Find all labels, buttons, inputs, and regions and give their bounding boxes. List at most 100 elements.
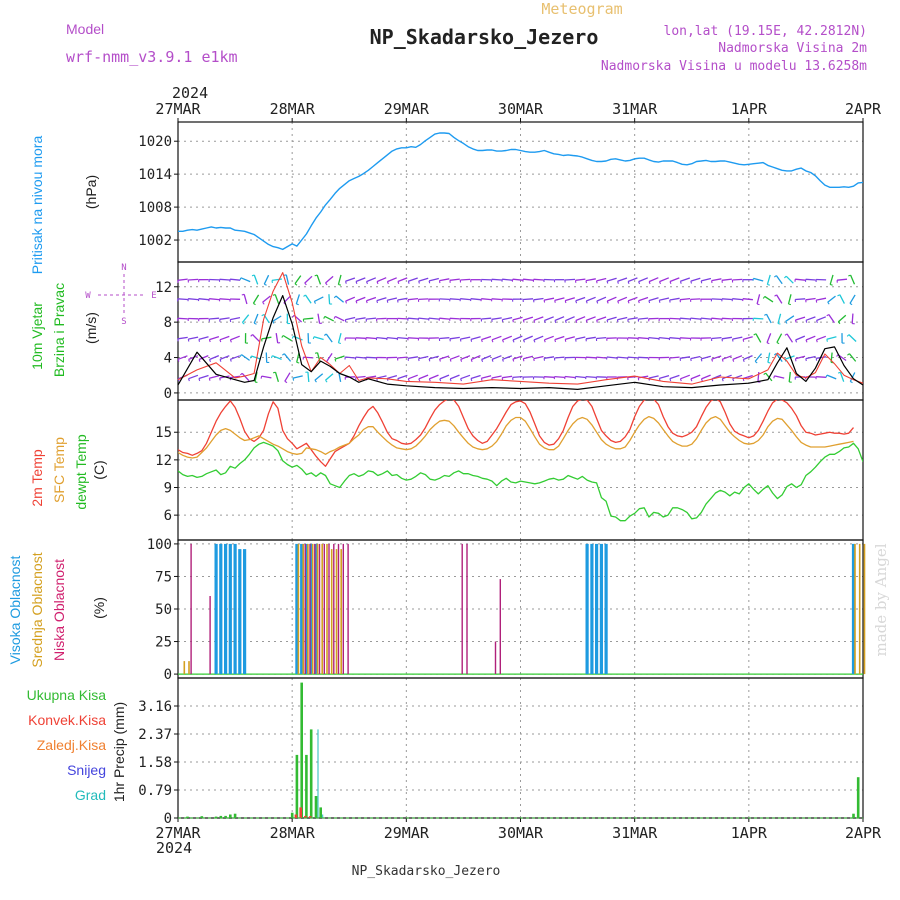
wind-barb-flag (376, 300, 379, 304)
wind-barb-flag (585, 320, 588, 323)
wind-barb-flag (766, 342, 770, 345)
wind-barb (428, 277, 439, 282)
wind-barb (721, 278, 732, 281)
mid-cloud-bar (297, 543, 300, 675)
wind-barb-flag (637, 300, 640, 304)
wind-barb (397, 277, 408, 283)
wind-barb (669, 337, 680, 340)
time-label-top: 28MAR (270, 100, 316, 118)
footer-title: NP_Skadarsko_Jezero (352, 864, 501, 879)
precip-legend-conv: Konvek.Kisa (28, 712, 106, 728)
wind-barb-flag (312, 336, 315, 340)
wind-barb-flag (470, 359, 473, 363)
wind-barb (544, 376, 555, 378)
wind-barb (742, 298, 753, 301)
wind-barb-flag (460, 359, 463, 362)
wind-barb (418, 317, 429, 320)
wind-barb (449, 317, 460, 320)
hail-bar (317, 729, 319, 818)
wind-barb (606, 277, 617, 282)
wind-barb-flag (418, 358, 420, 362)
wind-barb-flag (756, 303, 760, 306)
wind-barb-flag (418, 378, 421, 382)
ytick-label: 0.79 (138, 783, 172, 799)
wind-barb (742, 336, 753, 341)
wind-barb-flag (575, 320, 578, 324)
wind-barb-flag (187, 378, 190, 382)
wind-barb (209, 317, 220, 320)
wind-barb-flag (470, 339, 473, 342)
wind-barb (418, 374, 429, 380)
wind-barb-flag (296, 303, 299, 306)
wind-barb (786, 333, 794, 343)
wind-barb (252, 294, 260, 304)
wind-barb-flag (543, 339, 546, 343)
wind-barb-flag (754, 360, 758, 364)
wind-barb (177, 298, 188, 301)
year-label-bottom: 2024 (156, 839, 192, 857)
wind-barb (767, 352, 771, 363)
wind-barb (523, 316, 534, 321)
wind-barb (460, 298, 471, 301)
time-label-top: 29MAR (384, 100, 430, 118)
wind-barb (785, 315, 795, 322)
wind-barb (230, 278, 241, 281)
wind-barb (481, 355, 492, 361)
wind-barb-flag (407, 281, 410, 284)
wind-barb-flag (690, 378, 693, 382)
wind-barb (283, 353, 292, 362)
wind-barb (669, 356, 680, 359)
wind-barb-flag (847, 353, 850, 356)
wind-barb-flag (805, 320, 808, 323)
conv-precip-bar (308, 816, 312, 818)
total-precip-bar (186, 816, 189, 818)
conv-precip-bar (304, 815, 307, 818)
wind-barb (337, 333, 342, 344)
wind-barb (355, 317, 366, 321)
total-precip-bar (314, 796, 318, 818)
high-cloud-bar (228, 543, 232, 675)
wind-barb (366, 356, 377, 359)
total-precip-bar (319, 807, 322, 818)
wind-barb-flag (825, 374, 828, 378)
mid-cloud-bar (183, 661, 186, 675)
wind-barb (701, 374, 711, 380)
wind-barb (209, 375, 220, 379)
wind-barb (523, 355, 534, 360)
wind-barb-flag (616, 319, 619, 323)
wind-barb-flag (700, 378, 703, 382)
wind-barb (271, 278, 282, 282)
wind-barb (680, 374, 691, 380)
wind-barb-flag (732, 378, 735, 382)
chart-title: NP_Skadarsko_Jezero (370, 25, 599, 49)
wind-barb-flag (690, 280, 693, 284)
wind-barb (596, 316, 607, 321)
precip-legend-hail: Grad (75, 787, 106, 803)
wind-barb-flag (407, 378, 410, 382)
wind-barb (491, 317, 502, 320)
total-precip-bar (224, 815, 227, 818)
compass-south: S (121, 317, 126, 327)
wind-barb (711, 278, 722, 282)
wind-barb-flag (344, 281, 347, 284)
high-cloud-bar (604, 543, 608, 675)
wind-barb-flag (554, 300, 556, 303)
low-cloud-bar (342, 543, 344, 675)
wind-barb-flag (815, 299, 818, 303)
wind-barb (439, 278, 450, 282)
low-cloud-bar (328, 543, 330, 675)
wind-barb (282, 334, 293, 342)
wind-barb (502, 316, 513, 321)
chart-subtitle: Meteogram (541, 0, 622, 18)
wind-barb-flag (304, 282, 307, 286)
wind-barb (439, 355, 450, 360)
wind-barb-flag (333, 316, 336, 319)
wind-barb (408, 356, 418, 359)
wind-barb-flag (262, 301, 265, 305)
wind-barb-flag (294, 283, 298, 286)
wind-barb (366, 296, 377, 302)
wind-barb (659, 336, 670, 340)
wind-barb (376, 336, 387, 340)
wind-barb-flag (826, 314, 830, 317)
wind-barb (732, 355, 743, 361)
